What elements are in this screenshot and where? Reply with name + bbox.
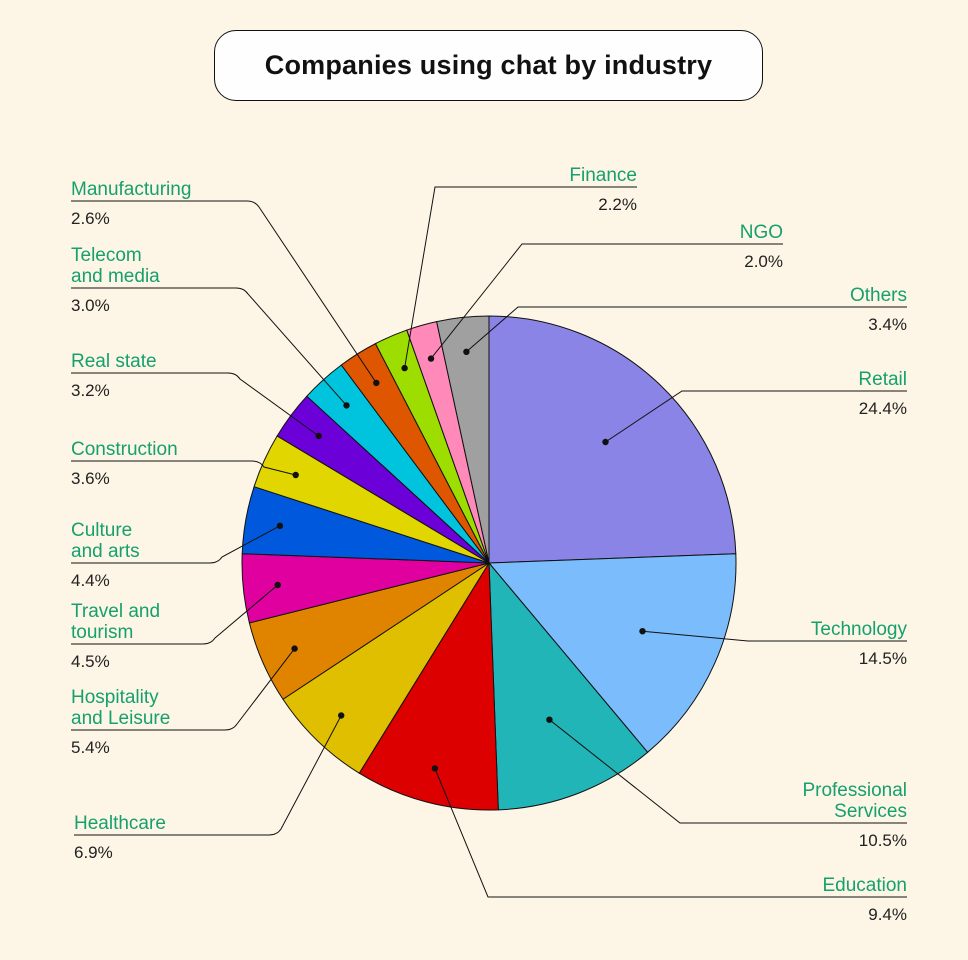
slice-label-travel-and-tourism: tourism (71, 622, 133, 643)
slice-value-retail: 24.4% (859, 399, 907, 418)
leader-lines (71, 186, 907, 898)
slice-value-culture-and-arts: 4.4% (71, 571, 110, 590)
leader-line-others (466, 306, 907, 353)
leader-dot-culture-and-arts (276, 522, 284, 529)
chart-title: Companies using chat by industry (264, 50, 713, 80)
slice-label-retail: Retail (858, 369, 907, 390)
leader-dot-technology (639, 628, 646, 635)
chart-title-box: Companies using chat by industry (214, 30, 763, 101)
leader-line-ngo (430, 243, 783, 359)
slice-label-others: Others (850, 285, 907, 306)
leader-dot-telecom-and-media (343, 402, 350, 409)
leader-dot-hospitality-and-leisure (291, 645, 298, 652)
slice-label-healthcare: Healthcare (74, 813, 166, 834)
slice-professional-services (488, 562, 649, 811)
slice-healthcare (282, 562, 490, 774)
slice-label-culture-and-arts: and arts (71, 541, 140, 562)
slice-label-real-state: Real state (71, 351, 157, 372)
slice-value-travel-and-tourism: 4.5% (71, 652, 110, 671)
slice-label-education: Education (822, 875, 907, 896)
slice-label-professional-services: Services (834, 801, 907, 822)
slice-label-hospitality-and-leisure: Hospitality (71, 687, 159, 708)
leader-line-professional-services (549, 719, 907, 824)
leader-dot-finance (401, 364, 408, 372)
leader-dot-education (431, 765, 439, 772)
slice-retail (488, 315, 737, 564)
leader-line-healthcare (74, 715, 342, 836)
leader-dot-ngo (427, 355, 435, 362)
leader-line-culture-and-arts (71, 525, 281, 564)
slice-label-finance: Finance (569, 165, 637, 186)
leader-dot-construction (292, 471, 299, 479)
slice-value-healthcare: 6.9% (74, 843, 113, 862)
slice-label-ngo: NGO (740, 222, 783, 243)
leader-line-travel-and-tourism (71, 584, 279, 645)
slice-value-professional-services: 10.5% (859, 831, 907, 850)
leader-line-education (434, 768, 907, 898)
slice-label-travel-and-tourism: Travel and (71, 601, 160, 622)
leader-line-technology (642, 630, 907, 642)
slice-label-manufacturing: Manufacturing (71, 179, 191, 200)
leader-line-construction (71, 460, 296, 476)
leader-dot-healthcare (338, 712, 345, 719)
leader-line-telecom-and-media (71, 287, 347, 406)
leader-line-hospitality-and-leisure (71, 648, 295, 731)
slice-label-telecom-and-media: and media (71, 266, 160, 287)
slice-others (436, 315, 490, 564)
slice-technology (488, 553, 737, 753)
leader-line-retail (605, 390, 907, 443)
leader-dot-professional-services (546, 716, 553, 723)
slice-value-construction: 3.6% (71, 469, 110, 488)
slice-value-others: 3.4% (868, 315, 907, 334)
leader-dot-travel-and-tourism (274, 581, 281, 589)
slice-labels: Retail 24.4% Technology 14.5% ProfessionalSe… (71, 165, 907, 924)
slice-education (358, 562, 499, 811)
slice-value-telecom-and-media: 3.0% (71, 296, 110, 315)
slice-label-hospitality-and-leisure: and Leisure (71, 708, 170, 729)
slice-label-construction: Construction (71, 439, 178, 460)
leader-dot-real-state (315, 432, 322, 440)
slice-value-education: 9.4% (868, 905, 907, 924)
leader-line-real-state (71, 372, 319, 437)
slice-value-real-state: 3.2% (71, 381, 110, 400)
slice-label-culture-and-arts: Culture (71, 520, 132, 541)
slice-value-hospitality-and-leisure: 5.4% (71, 738, 110, 757)
leader-dot-others (463, 348, 470, 355)
pie-slices (241, 315, 737, 811)
slice-label-telecom-and-media: Telecom (71, 245, 142, 266)
slice-value-manufacturing: 2.6% (71, 209, 110, 228)
slice-value-finance: 2.2% (598, 195, 637, 214)
slice-value-ngo: 2.0% (744, 252, 783, 271)
slice-label-technology: Technology (811, 619, 908, 640)
leader-line-finance (404, 186, 637, 369)
slice-value-technology: 14.5% (859, 649, 907, 668)
slice-label-professional-services: Professional (802, 780, 907, 801)
leader-dot-manufacturing (373, 379, 380, 387)
leader-line-manufacturing (71, 200, 377, 384)
leader-dot-retail (602, 438, 609, 446)
